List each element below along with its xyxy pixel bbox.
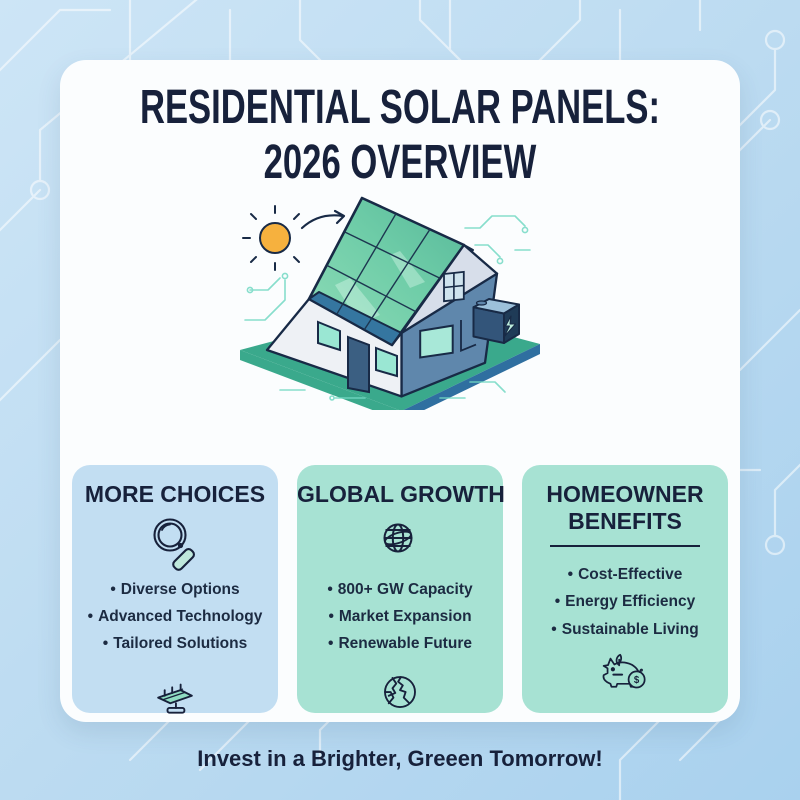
svg-text:$: $ (634, 675, 640, 686)
